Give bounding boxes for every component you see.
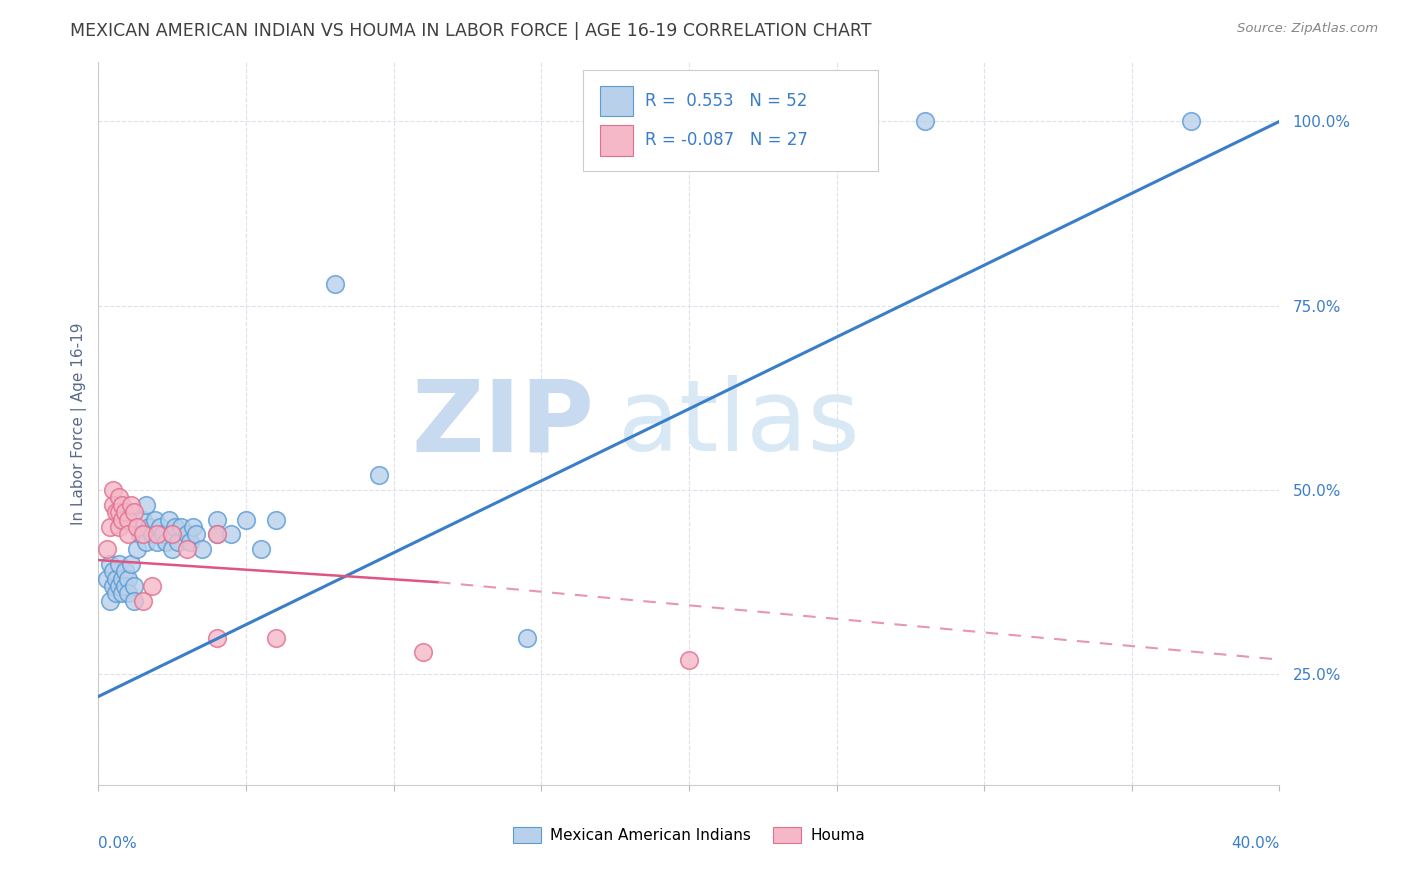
Point	[98, 520, 121, 534]
Point	[108, 505, 131, 519]
Point	[105, 586, 128, 600]
Point	[132, 512, 155, 526]
Text: 0.0%: 0.0%	[98, 836, 138, 851]
Point	[108, 520, 131, 534]
Point	[122, 593, 145, 607]
Point	[155, 534, 177, 549]
Point	[146, 527, 169, 541]
Point	[181, 520, 204, 534]
Point	[678, 652, 700, 666]
Point	[111, 498, 134, 512]
Text: 40.0%: 40.0%	[1232, 836, 1279, 851]
Point	[250, 542, 273, 557]
Point	[128, 527, 150, 541]
Point	[264, 512, 287, 526]
Point	[1180, 114, 1202, 128]
Point	[103, 579, 125, 593]
Point	[135, 534, 157, 549]
Point	[157, 512, 180, 526]
Point	[105, 505, 128, 519]
Point	[117, 527, 139, 541]
Point	[120, 557, 142, 571]
FancyBboxPatch shape	[600, 125, 634, 155]
Point	[412, 645, 434, 659]
Point	[143, 512, 166, 526]
Text: atlas: atlas	[619, 376, 859, 472]
Point	[103, 564, 125, 578]
Point	[146, 534, 169, 549]
Point	[205, 527, 228, 541]
Text: R =  0.553   N = 52: R = 0.553 N = 52	[645, 92, 807, 110]
Point	[96, 542, 118, 557]
Point	[132, 527, 155, 541]
Point	[108, 491, 131, 505]
Point	[162, 542, 183, 557]
Point	[114, 505, 136, 519]
Point	[108, 557, 131, 571]
Point	[205, 631, 228, 645]
Point	[149, 520, 172, 534]
Point	[235, 512, 257, 526]
Point	[114, 564, 136, 578]
Point	[132, 593, 155, 607]
Point	[96, 572, 118, 586]
Point	[117, 512, 139, 526]
Point	[162, 527, 183, 541]
Point	[111, 586, 134, 600]
Point	[141, 579, 163, 593]
FancyBboxPatch shape	[600, 86, 634, 116]
Point	[103, 498, 125, 512]
Point	[122, 505, 145, 519]
Point	[122, 579, 145, 593]
Point	[176, 542, 198, 557]
Point	[120, 498, 142, 512]
Point	[170, 520, 193, 534]
Text: Source: ZipAtlas.com: Source: ZipAtlas.com	[1237, 22, 1378, 36]
Point	[914, 114, 936, 128]
Point	[105, 572, 128, 586]
Point	[191, 542, 214, 557]
Point	[125, 520, 148, 534]
Point	[135, 498, 157, 512]
Point	[516, 631, 538, 645]
Point	[138, 520, 160, 534]
Point	[264, 631, 287, 645]
Y-axis label: In Labor Force | Age 16-19: In Labor Force | Age 16-19	[72, 322, 87, 525]
Point	[176, 527, 198, 541]
Point	[167, 534, 190, 549]
Point	[221, 527, 243, 541]
Text: MEXICAN AMERICAN INDIAN VS HOUMA IN LABOR FORCE | AGE 16-19 CORRELATION CHART: MEXICAN AMERICAN INDIAN VS HOUMA IN LABO…	[70, 22, 872, 40]
Point	[114, 579, 136, 593]
Point	[111, 512, 134, 526]
Point	[111, 572, 134, 586]
Point	[184, 527, 207, 541]
Point	[141, 527, 163, 541]
Point	[205, 527, 228, 541]
Point	[162, 527, 183, 541]
Text: ZIP: ZIP	[412, 376, 595, 472]
Point	[125, 542, 148, 557]
Legend: Mexican American Indians, Houma: Mexican American Indians, Houma	[508, 822, 870, 849]
Point	[179, 534, 201, 549]
Point	[103, 483, 125, 497]
Point	[165, 520, 187, 534]
FancyBboxPatch shape	[582, 70, 877, 171]
Point	[368, 468, 391, 483]
Point	[152, 527, 174, 541]
Point	[98, 557, 121, 571]
Point	[117, 572, 139, 586]
Point	[323, 277, 346, 291]
Point	[98, 593, 121, 607]
Text: R = -0.087   N = 27: R = -0.087 N = 27	[645, 131, 808, 150]
Point	[117, 586, 139, 600]
Point	[108, 579, 131, 593]
Point	[205, 512, 228, 526]
